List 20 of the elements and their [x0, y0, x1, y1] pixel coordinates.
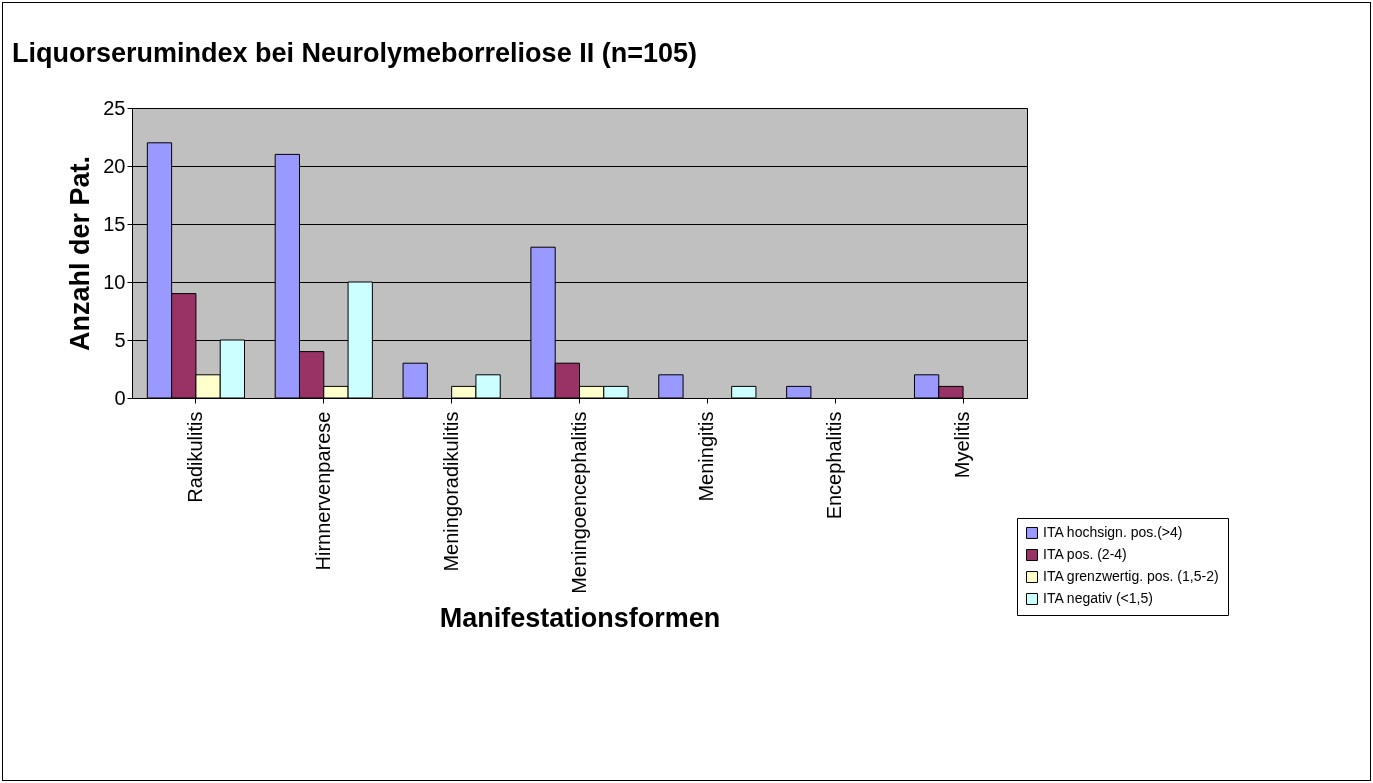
y-tick-label: 20 [103, 154, 126, 177]
x-tick-label: Hirnnervenparese [311, 411, 334, 571]
x-tick-label: Meningoradikulitis [439, 411, 462, 572]
x-tick-label: Meningoencephalitis [567, 411, 590, 594]
y-axis-title: Anzahl der Pat. [65, 155, 96, 352]
x-tick-label: Radikulitis [183, 411, 206, 503]
x-tick-label: Encephalitis [823, 411, 846, 520]
y-tick-label: 10 [103, 270, 126, 293]
x-tick-label: Meningitis [695, 411, 718, 502]
x-axis-title: Manifestationsformen [439, 602, 721, 633]
y-tick-label: 15 [103, 212, 126, 235]
y-tick-label: 25 [103, 96, 126, 119]
y-tick-label: 5 [114, 328, 126, 351]
y-tick-label: 0 [114, 386, 126, 409]
legend-label: ITA hochsign. pos.(>4) [1043, 524, 1183, 540]
x-tick-label: Myelitis [951, 411, 974, 479]
legend-label: ITA pos. (2-4) [1043, 546, 1127, 562]
legend-label: ITA negativ (<1,5) [1043, 590, 1153, 606]
legend-label: ITA grenzwertig. pos. (1,5-2) [1043, 568, 1219, 584]
chart-title: Liquorserumindex bei Neurolymeborreliose II (n=105) [12, 38, 697, 68]
